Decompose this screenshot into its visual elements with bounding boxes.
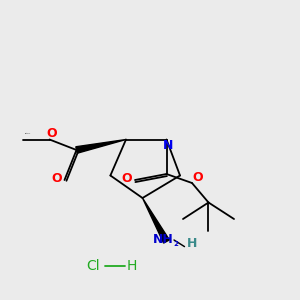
- Text: Cl: Cl: [86, 259, 100, 272]
- Text: N: N: [163, 139, 173, 152]
- Text: methoxy: methoxy: [25, 133, 31, 134]
- Text: O: O: [52, 172, 62, 185]
- Text: O: O: [46, 127, 57, 140]
- Text: O: O: [193, 171, 203, 184]
- Polygon shape: [142, 198, 170, 243]
- Text: H: H: [187, 237, 197, 250]
- Text: H: H: [126, 259, 136, 272]
- Text: ₂: ₂: [173, 238, 178, 248]
- Text: O: O: [121, 172, 132, 185]
- Text: NH: NH: [153, 232, 174, 246]
- Polygon shape: [76, 140, 126, 153]
